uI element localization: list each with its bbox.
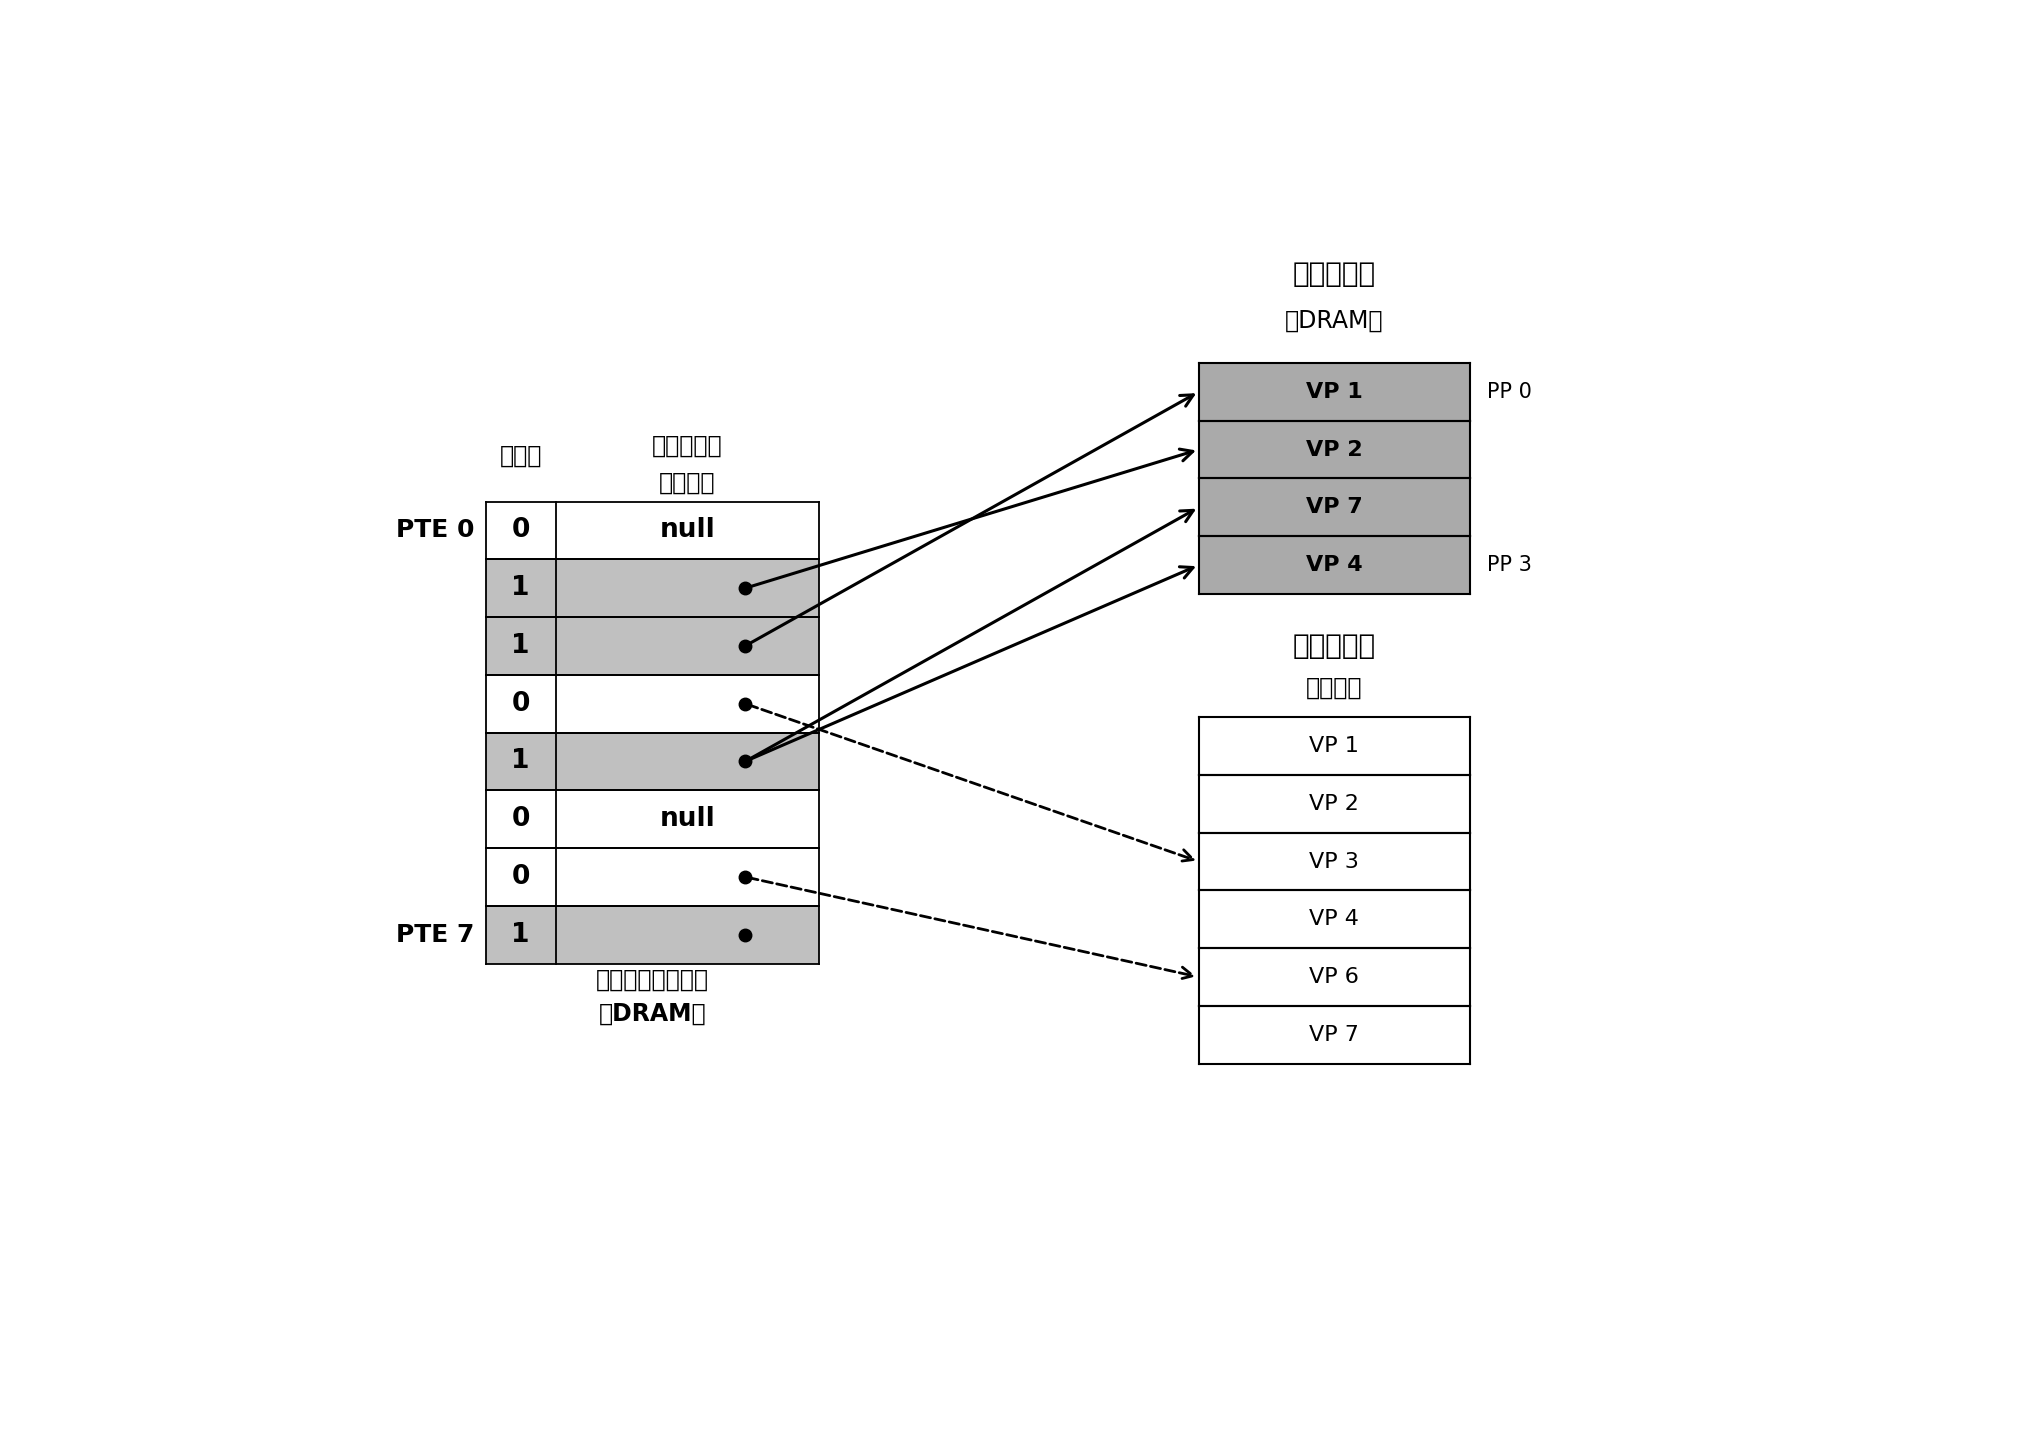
- Text: PTE 0: PTE 0: [395, 519, 474, 542]
- Text: 常驻存储器的页表: 常驻存储器的页表: [596, 967, 709, 992]
- Text: VP 2: VP 2: [1309, 794, 1359, 814]
- Text: 0: 0: [511, 691, 531, 717]
- Bar: [1199, 891, 1471, 949]
- Text: 1: 1: [511, 576, 531, 602]
- Bar: [1199, 536, 1471, 594]
- Text: 0: 0: [511, 807, 531, 831]
- Text: VP 1: VP 1: [1307, 382, 1363, 402]
- Text: 磁盘地址: 磁盘地址: [658, 470, 715, 495]
- Text: VP 3: VP 3: [1309, 852, 1359, 872]
- Text: VP 1: VP 1: [1309, 736, 1359, 756]
- Text: VP 7: VP 7: [1307, 497, 1363, 518]
- Bar: [486, 617, 819, 675]
- Bar: [486, 733, 819, 791]
- Text: VP 7: VP 7: [1309, 1025, 1359, 1045]
- Text: VP 4: VP 4: [1309, 910, 1359, 930]
- Text: PP 3: PP 3: [1487, 555, 1532, 576]
- Text: VP 2: VP 2: [1307, 440, 1363, 460]
- Bar: [1199, 1006, 1471, 1064]
- Text: PTE 7: PTE 7: [395, 923, 474, 947]
- Text: 1: 1: [511, 633, 531, 659]
- Text: null: null: [658, 518, 715, 544]
- Text: VP 6: VP 6: [1309, 967, 1359, 988]
- Bar: [1199, 775, 1471, 833]
- Text: 1: 1: [511, 921, 531, 947]
- Text: （DRAM）: （DRAM）: [1284, 308, 1384, 333]
- Text: 1: 1: [511, 749, 531, 775]
- Text: 虚拟存储器: 虚拟存储器: [1293, 632, 1376, 661]
- Text: 0: 0: [511, 863, 531, 889]
- Text: 0: 0: [511, 518, 531, 544]
- Text: PP 0: PP 0: [1487, 382, 1532, 402]
- Bar: [1199, 717, 1471, 775]
- Text: （DRAM）: （DRAM）: [598, 1002, 707, 1027]
- Text: （磁盘）: （磁盘）: [1307, 675, 1363, 700]
- Bar: [1199, 363, 1471, 421]
- Bar: [1199, 833, 1471, 891]
- Bar: [1199, 421, 1471, 479]
- Bar: [1199, 949, 1471, 1006]
- Bar: [486, 905, 819, 963]
- Text: 有效位: 有效位: [500, 444, 541, 467]
- Text: null: null: [658, 807, 715, 831]
- Bar: [1199, 479, 1471, 536]
- Text: 物理存储器: 物理存储器: [1293, 260, 1376, 288]
- Text: VP 4: VP 4: [1307, 555, 1363, 576]
- Bar: [486, 560, 819, 617]
- Text: 物理页号或: 物理页号或: [652, 434, 723, 458]
